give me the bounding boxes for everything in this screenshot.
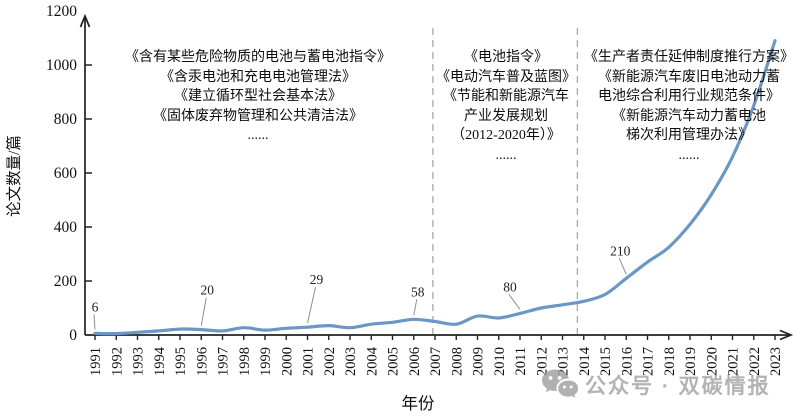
point-label: 210 (610, 243, 631, 258)
x-tick-label: 2019 (683, 347, 699, 376)
annotation-line: 电池综合利用行业规范条件》 (598, 89, 780, 104)
annotation-line: 《含汞电池和充电电池管理法》 (160, 69, 356, 85)
y-tick-label: 0 (69, 327, 77, 344)
x-axis-arrow (779, 329, 794, 341)
annotation-line: （2012-2020年）》 (451, 128, 561, 143)
x-tick-label: 2004 (364, 346, 380, 376)
point-label: 80 (503, 279, 517, 294)
x-tick-label: 1991 (88, 347, 104, 376)
point-label: 20 (201, 283, 215, 298)
annotation-line: 《固体废弃物管理和公共清洁法》 (153, 108, 363, 124)
x-tick-label: 2007 (428, 347, 444, 376)
data-line (93, 39, 777, 336)
x-tick-label: 2011 (513, 347, 529, 375)
annotation-line: ...... (495, 147, 517, 163)
annotation-line: 《新能源汽车废旧电池动力蓄 (598, 69, 780, 85)
x-tick-label: 2010 (492, 347, 508, 376)
x-tick-label: 2023 (768, 347, 784, 376)
x-tick-label: 2015 (598, 347, 614, 376)
x-tick-label: 1992 (109, 347, 125, 376)
annotation-line: 《生产者责任延伸制度推行方案》 (584, 50, 794, 65)
x-tick-label: 2006 (407, 347, 423, 376)
annotation-line: 《电动汽车普及蓝图》 (436, 69, 576, 85)
x-tick-label: 2013 (556, 347, 572, 376)
x-tick-label: 2014 (577, 346, 593, 376)
policy-annotation-mid: 《电池指令》《电动汽车普及蓝图》 《节能和新能源汽车 产业发展规划 （2012-202… (436, 48, 576, 165)
y-tick-label: 1000 (46, 57, 77, 74)
annotation-line: 梯次利用管理办法》 (626, 128, 752, 143)
x-tick-label: 2008 (449, 347, 465, 376)
x-tick-label: 2022 (747, 347, 763, 376)
point-label: 29 (310, 272, 324, 287)
x-tick-label: 2017 (641, 347, 657, 376)
annotation-line: 《节能和新能源汽车 (443, 89, 569, 104)
annotation-line: 《电池指令》 (464, 50, 548, 65)
x-tick-label: 2018 (662, 347, 678, 376)
y-tick-label: 800 (54, 111, 78, 128)
x-tick-label: 2002 (322, 347, 338, 376)
x-tick-label: 2000 (279, 347, 295, 376)
annotation-line: 《新能源汽车动力蓄电池 (612, 108, 766, 124)
y-tick-label: 200 (54, 273, 78, 290)
annotation-line: ...... (247, 128, 269, 143)
annotation-line: 《建立循环型社会基本法》 (174, 89, 342, 104)
point-label: 6 (92, 299, 99, 314)
x-tick-label: 2016 (619, 347, 635, 376)
point-label-leader (508, 294, 521, 310)
x-tick-label: 2012 (534, 347, 550, 376)
x-tick-label: 1993 (131, 347, 147, 376)
x-axis-title: 年份 (402, 394, 436, 413)
annotation-line: 《含有某些危险物质的电池与蓄电池指令》 (125, 50, 391, 65)
x-tick-label: 1998 (237, 347, 253, 376)
annotation-line: 产业发展规划 (464, 108, 548, 124)
x-tick-label: 1997 (216, 347, 232, 376)
x-tick-label: 1994 (152, 346, 168, 376)
x-tick-label: 1995 (173, 347, 189, 376)
point-label-leader (618, 258, 627, 275)
point-label-leader (413, 299, 418, 316)
policy-annotation-early: 《含有某些危险物质的电池与蓄电池指令》 《含汞电池和充电电池管理法》 《建立循环型社… (125, 48, 391, 146)
y-axis-arrow (79, 13, 91, 28)
x-tick-label: 2001 (301, 347, 317, 376)
y-tick-label: 1200 (46, 3, 77, 20)
x-tick-label: 2021 (726, 347, 742, 376)
x-tick-label: 2009 (471, 347, 487, 376)
x-tick-label: 2020 (704, 347, 720, 376)
policy-annotation-late: 《生产者责任延伸制度推行方案》 《新能源汽车废旧电池动力蓄 电池综合利用行业规范条件… (584, 48, 794, 165)
annotation-line: ...... (678, 147, 700, 163)
x-tick-label: 2003 (343, 347, 359, 376)
x-tick-label: 2005 (386, 347, 402, 376)
point-label-leader (200, 297, 207, 326)
point-label-leader (307, 287, 316, 324)
point-label: 58 (411, 284, 425, 299)
x-tick-label: 1996 (194, 347, 210, 376)
x-tick-label: 1999 (258, 347, 274, 376)
y-tick-label: 400 (54, 219, 78, 236)
y-tick-label: 600 (54, 165, 78, 182)
point-label-leader (93, 314, 96, 330)
y-axis-title: 论文数量/篇 (5, 135, 23, 217)
